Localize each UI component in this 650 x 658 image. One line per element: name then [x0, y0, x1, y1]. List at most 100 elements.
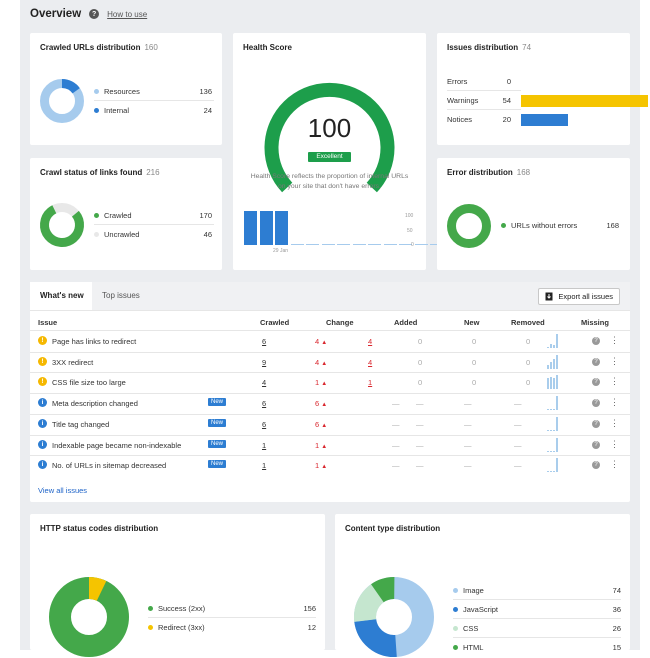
table-row[interactable]: ! Page has links to redirect 6 4 ▲ 4 0 0 0? ⋮: [30, 331, 630, 352]
error-distribution-donut: [447, 204, 491, 248]
health-badge: Excellent: [308, 152, 351, 162]
crawl-status-card: Crawl status of links found 216 Crawled 1…: [30, 158, 222, 270]
crawled-count[interactable]: 1: [262, 440, 267, 450]
help-icon[interactable]: ?: [592, 440, 600, 449]
crawled-count[interactable]: 6: [262, 399, 267, 409]
more-options-icon[interactable]: ⋮: [610, 335, 619, 345]
legend-dot: [148, 625, 153, 630]
removed-count: —: [514, 399, 522, 409]
issue-name[interactable]: CSS file size too large: [52, 378, 126, 388]
arrow-up-icon: ▲: [321, 381, 328, 388]
tab-top-issues[interactable]: Top issues: [92, 282, 150, 310]
sparkline-bar: [550, 343, 552, 348]
view-all-issues-link[interactable]: View all issues: [38, 486, 88, 495]
legend-value: 168: [606, 221, 619, 230]
removed-count: 0: [526, 337, 531, 346]
legend-image: Image: [453, 586, 484, 595]
table-row[interactable]: i No. of URLs in sitemap decreased New 1 1 ▲…: [30, 455, 630, 476]
legend-dot: [148, 606, 153, 611]
more-options-icon[interactable]: ⋮: [610, 376, 619, 387]
help-icon[interactable]: ?: [592, 378, 600, 387]
crawled-count[interactable]: 1: [262, 461, 267, 471]
header-missing[interactable]: Missing: [581, 318, 609, 327]
how-to-use-link[interactable]: How to use: [107, 9, 148, 19]
card-title: Crawled URLs distribution 160: [40, 43, 158, 52]
health-history-bar: [352, 244, 366, 245]
sparkline-bar: [553, 471, 555, 473]
legend-divider: [453, 599, 621, 600]
more-options-icon[interactable]: ⋮: [610, 459, 619, 470]
health-tick-50: 50: [407, 228, 413, 234]
help-icon[interactable]: ?: [592, 419, 600, 428]
issue-name[interactable]: Title tag changed: [52, 419, 110, 429]
issues-divider: [447, 90, 521, 91]
issue-name[interactable]: No. of URLs in sitemap decreased: [52, 461, 167, 471]
table-row[interactable]: i Meta description changed New 6 6 ▲ — — — —? ⋮: [30, 393, 630, 414]
arrow-up-icon: ▲: [321, 422, 328, 429]
export-all-issues-button[interactable]: Export all issues: [538, 288, 620, 305]
health-history-bar: [306, 244, 319, 245]
health-score-value: 100: [307, 113, 352, 143]
health-history-bar: [321, 244, 335, 245]
added-count[interactable]: 4: [368, 357, 373, 367]
change-count: 1 ▲: [315, 378, 328, 388]
table-row[interactable]: i Indexable page became non-indexable New 1…: [30, 435, 630, 456]
header-crawled[interactable]: Crawled: [260, 318, 290, 327]
table-row[interactable]: ! 3XX redirect 9 4 ▲ 4 0 0 0? ⋮: [30, 352, 630, 373]
legend-value: 12: [307, 623, 316, 632]
crawled-count[interactable]: 6: [262, 337, 267, 346]
issue-name[interactable]: Meta description changed: [52, 399, 138, 409]
health-gauge: [264, 82, 395, 193]
more-options-icon[interactable]: ⋮: [610, 355, 619, 366]
crawled-count[interactable]: 6: [262, 419, 267, 429]
help-icon[interactable]: ?: [592, 461, 600, 470]
health-description: Health Score reflects the proportion of …: [250, 173, 409, 190]
header-removed[interactable]: Removed: [511, 318, 545, 327]
more-options-icon[interactable]: ⋮: [610, 397, 619, 408]
http-status-card: HTTP status codes distribution Success (…: [30, 514, 325, 657]
help-icon[interactable]: ?: [592, 337, 600, 345]
legend-resources: Resources: [94, 87, 140, 96]
arrow-up-icon: ▲: [321, 402, 328, 409]
legend-dot: [453, 645, 458, 650]
health-history-bar: [259, 211, 273, 245]
table-row[interactable]: ! CSS file size too large 4 1 ▲ 1 0 0 0? ⋮: [30, 372, 630, 393]
change-count: 6 ▲: [315, 399, 328, 409]
more-options-icon[interactable]: ⋮: [610, 417, 619, 428]
table-row[interactable]: i Title tag changed New 6 6 ▲ — — — —? ⋮: [30, 414, 630, 435]
issue-name[interactable]: Page has links to redirect: [52, 337, 137, 346]
help-icon[interactable]: ?: [592, 399, 600, 408]
new-col-count: —: [464, 399, 472, 409]
help-icon[interactable]: ?: [592, 357, 600, 366]
legend-uncrawled: Uncrawled: [94, 230, 139, 239]
trend-sparkline: [547, 458, 559, 473]
question-circle-icon[interactable]: ?: [89, 9, 100, 19]
issue-name[interactable]: 3XX redirect: [52, 357, 94, 367]
new-badge: New: [208, 418, 227, 427]
header-new[interactable]: New: [464, 318, 480, 327]
issues-table-card: What's new Top issues Export all issues …: [30, 282, 630, 502]
sparkline-bar: [547, 364, 549, 369]
arrow-up-icon: ▲: [321, 443, 328, 450]
legend-dot: [94, 232, 99, 237]
trend-sparkline: [547, 334, 559, 348]
crawled-count[interactable]: 4: [262, 378, 267, 388]
card-title: Issues distribution 74: [447, 43, 532, 52]
info-icon: i: [38, 460, 47, 470]
header-change[interactable]: Change: [326, 318, 354, 327]
removed-count: —: [514, 440, 522, 450]
trend-sparkline: [547, 354, 559, 369]
info-icon: i: [38, 398, 47, 408]
header-added[interactable]: Added: [394, 318, 418, 327]
issues-label: Notices: [447, 115, 473, 124]
sparkline-bar: [553, 429, 555, 431]
issue-name[interactable]: Indexable page became non-indexable: [52, 440, 182, 450]
crawled-count[interactable]: 9: [262, 357, 267, 367]
legend-dot: [501, 223, 506, 228]
sparkline-bar: [550, 471, 552, 473]
added-count[interactable]: 1: [368, 378, 373, 388]
legend-divider: [453, 618, 621, 619]
added-count[interactable]: 4: [368, 337, 373, 346]
tab-whats-new[interactable]: What's new: [30, 282, 94, 310]
more-options-icon[interactable]: ⋮: [610, 438, 619, 449]
